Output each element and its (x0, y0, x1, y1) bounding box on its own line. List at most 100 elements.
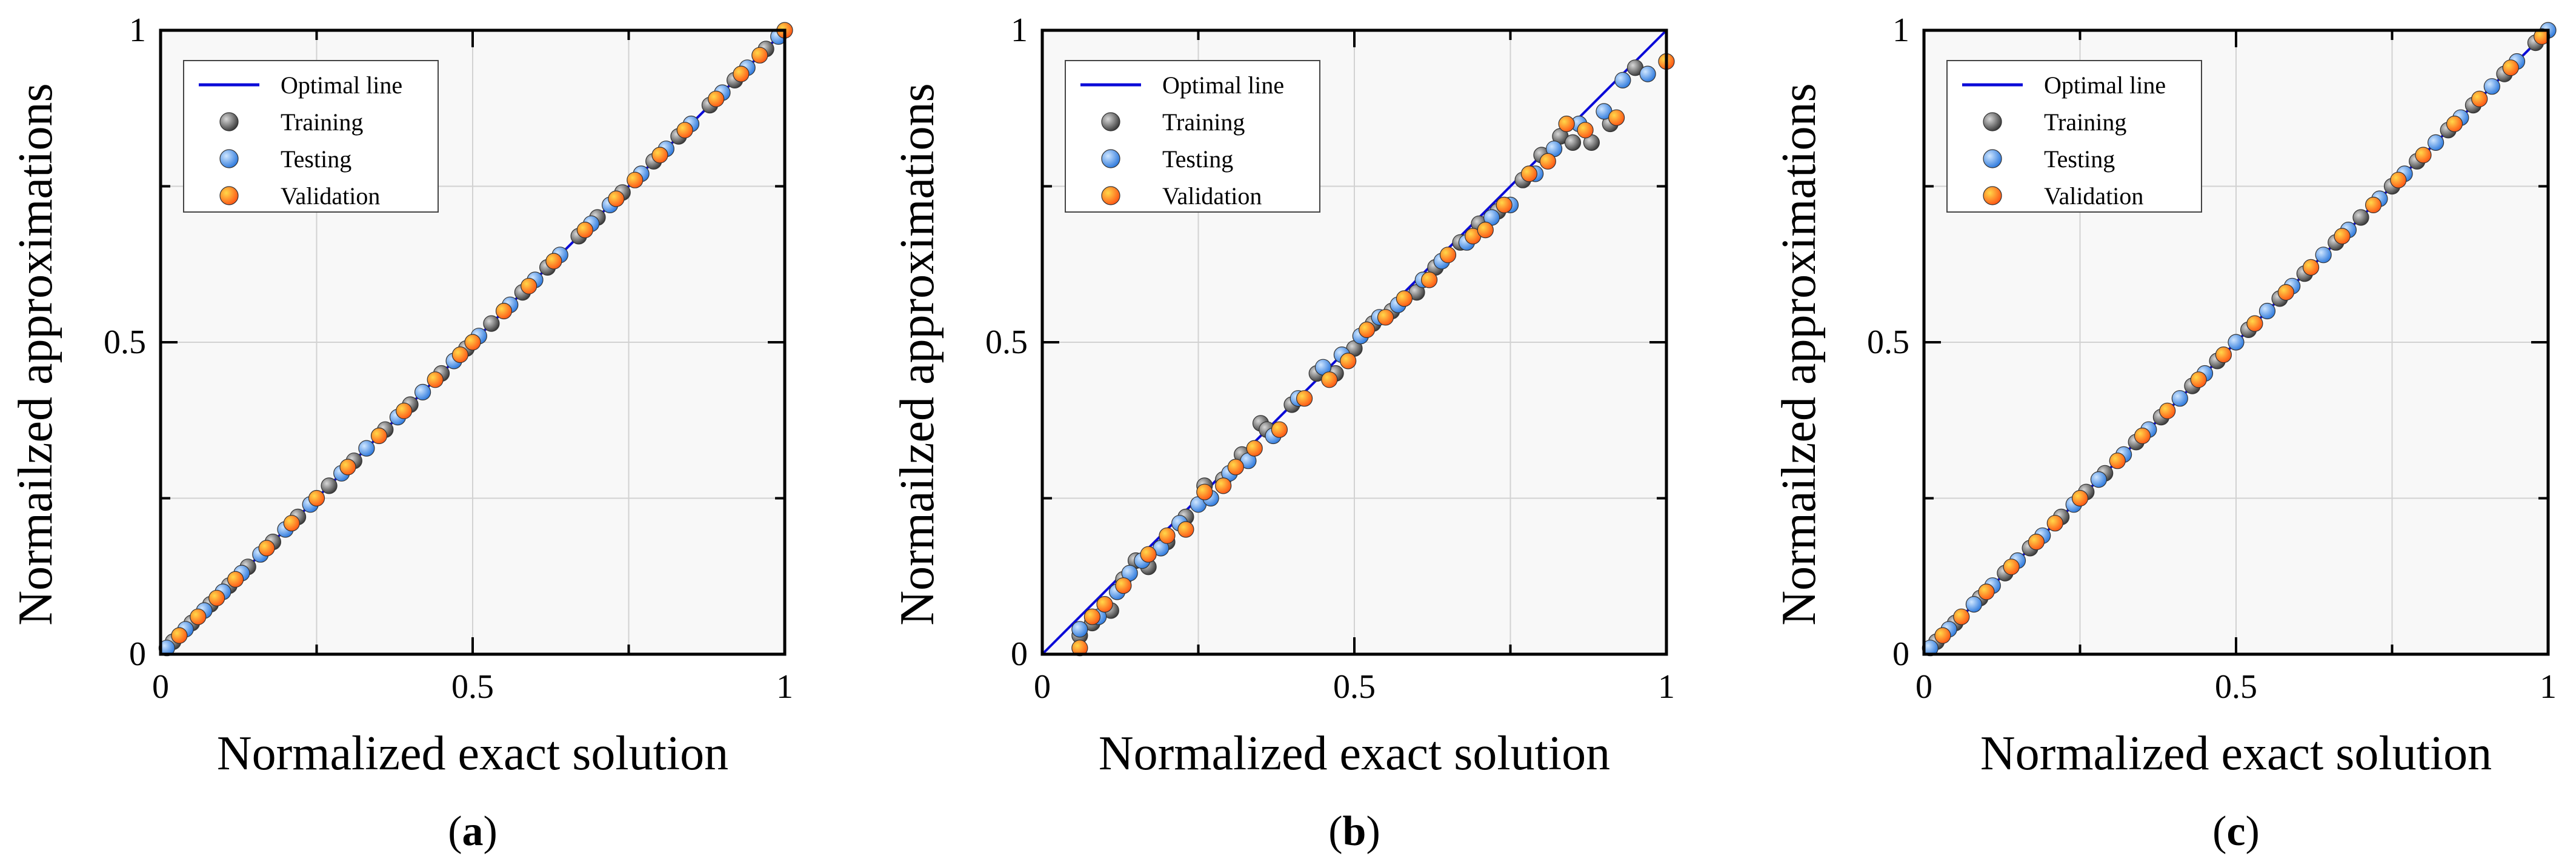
validation-point (2046, 515, 2063, 532)
x-tick-label: 0 (1915, 668, 1932, 706)
validation-point (1477, 222, 1494, 239)
series-testing (158, 28, 787, 657)
validation-point (1115, 577, 1132, 594)
validation-point (545, 253, 562, 270)
legend: Optimal line Training Testing Validation (1946, 60, 2202, 213)
testing-point (358, 440, 375, 457)
validation-point (1377, 309, 1394, 326)
legend-marker-swatch (1101, 186, 1120, 205)
panel-label-open: ( (1328, 808, 1342, 855)
x-tick-label: 1 (1658, 668, 1675, 706)
validation-point (1071, 640, 1088, 657)
validation-point (651, 147, 668, 164)
panel-label-letter: b (1343, 808, 1366, 855)
testing-point (2428, 134, 2445, 151)
legend-label: Testing (281, 145, 351, 173)
validation-point (733, 65, 750, 82)
validation-point (370, 427, 388, 445)
x-axis-title: Normalized exact solution (217, 727, 728, 780)
validation-point (308, 489, 325, 507)
validation-point (2446, 115, 2463, 133)
validation-point (1083, 608, 1101, 625)
panel-c: 0 0.5 1 0 0.5 1 Normalized exact solution Norma… (1772, 12, 2557, 855)
y-axis-title: Normailzed approximations (891, 83, 944, 625)
validation-point (1953, 608, 1970, 625)
testing-point (2315, 247, 2332, 264)
validation-point (627, 171, 644, 188)
validation-point (1215, 477, 1232, 494)
x-axis-title: Normalized exact solution (1099, 727, 1610, 780)
panel-label-open: ( (2212, 808, 2226, 855)
legend-label: Validation (281, 182, 380, 210)
y-tick-label: 0.5 (985, 323, 1028, 361)
x-tick-label: 1 (2540, 668, 2557, 706)
validation-point (283, 515, 300, 532)
validation-point (495, 302, 513, 320)
validation-point (608, 190, 625, 207)
validation-point (1539, 153, 1556, 170)
x-tick-label: 1 (776, 668, 793, 706)
legend-marker-swatch (1983, 112, 2002, 131)
legend-label: Training (2044, 108, 2126, 136)
validation-point (1140, 546, 1157, 563)
panel-label: (c) (2212, 808, 2260, 855)
validation-point (1608, 109, 1625, 126)
validation-point (1577, 122, 1594, 139)
legend-label: Training (281, 108, 363, 136)
validation-point (451, 346, 469, 363)
y-tick-label: 0.5 (104, 323, 146, 361)
y-tick-label: 1 (1011, 12, 1028, 49)
validation-point (1177, 521, 1194, 538)
validation-point (2109, 453, 2126, 469)
legend-label: Training (1162, 108, 1245, 136)
validation-point (208, 589, 225, 606)
validation-point (2159, 402, 2176, 419)
validation-point (2534, 28, 2551, 45)
validation-point (1978, 583, 1995, 600)
panel-label-letter: c (2226, 808, 2245, 855)
panel-label: (b) (1328, 808, 1380, 855)
y-tick-label: 1 (1892, 12, 1909, 49)
testing-point (2483, 78, 2500, 95)
validation-point (171, 627, 188, 644)
validation-point (258, 540, 275, 557)
legend-marker-swatch (1101, 149, 1120, 168)
series-validation (1934, 28, 2551, 644)
legend-marker-swatch (1983, 186, 2002, 205)
validation-point (2003, 559, 2020, 575)
panel-a: 0 0.5 1 0 0.5 1 Normalized exact solution Norma… (9, 12, 793, 855)
validation-point (1227, 459, 1244, 476)
validation-point (521, 277, 537, 294)
x-tick-label: 0 (1034, 668, 1051, 706)
legend: Optimal line Training Testing Validation (183, 60, 439, 213)
validation-point (1340, 353, 1357, 370)
training-point (2352, 209, 2369, 226)
validation-point (1196, 483, 1213, 500)
panel-label-letter: a (462, 808, 484, 855)
y-tick-label: 0 (129, 635, 146, 673)
legend-label: Validation (2044, 182, 2143, 210)
testing-point (2171, 390, 2188, 407)
legend-marker-swatch (219, 112, 239, 131)
y-tick-label: 1 (129, 12, 146, 49)
validation-point (1096, 595, 1113, 613)
training-point (1564, 134, 1582, 151)
testing-point (1071, 621, 1088, 638)
validation-point (576, 222, 594, 239)
validation-point (751, 47, 768, 64)
series-validation (171, 22, 793, 644)
validation-point (1421, 271, 1438, 288)
panel-label-close: ) (1366, 808, 1380, 855)
legend-label: Validation (1162, 182, 1262, 210)
validation-point (1934, 627, 1951, 644)
testing-point (1614, 71, 1631, 88)
x-tick-label: 0.5 (1333, 668, 1376, 706)
x-tick-label: 0.5 (451, 668, 494, 706)
legend-label: Testing (2044, 145, 2115, 173)
testing-point (1965, 595, 1982, 613)
validation-point (708, 90, 725, 107)
validation-point (1396, 290, 1413, 307)
validation-point (1359, 321, 1376, 339)
validation-point (2415, 147, 2432, 164)
